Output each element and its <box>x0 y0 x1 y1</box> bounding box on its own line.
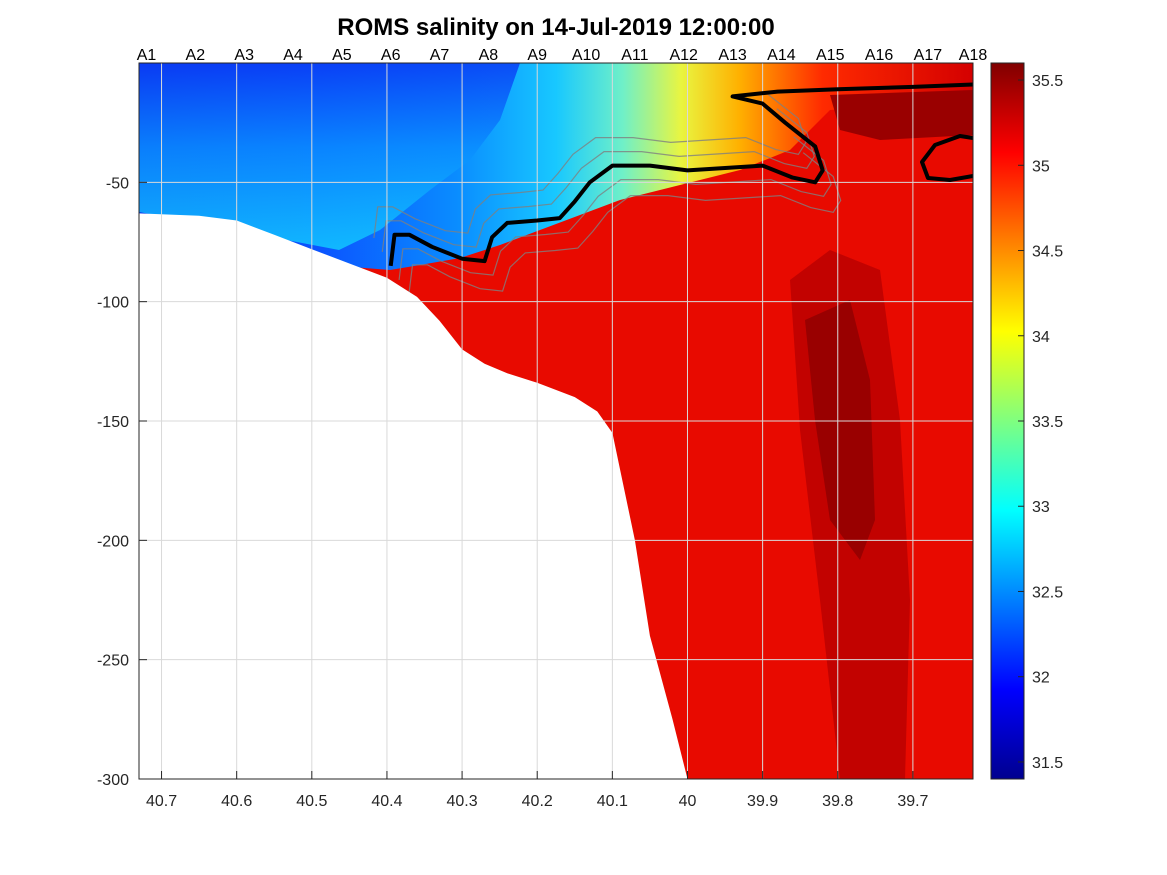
y-tick-label-2: -150 <box>97 414 129 431</box>
minor-contour-0 <box>373 94 807 238</box>
warm-lens <box>830 90 973 140</box>
colorbar-ticks: 31.5 32 32.5 33 33.5 34 34.5 35 35.5 <box>1018 73 1063 772</box>
shelf-layer <box>139 63 520 250</box>
colorbar-tick-label-8: 35.5 <box>1032 73 1063 90</box>
x-tick-label-2: 40.5 <box>296 793 327 810</box>
station-label-A7: A7 <box>430 47 450 64</box>
x-tick-label-1: 40.6 <box>221 793 252 810</box>
station-label-A3: A3 <box>234 47 254 64</box>
station-label-A18: A18 <box>959 47 988 64</box>
colorbar-tick-label-1: 32 <box>1032 670 1050 687</box>
station-label-A17: A17 <box>914 47 943 64</box>
x-tick-label-3: 40.4 <box>371 793 402 810</box>
colorbar-tick-label-4: 33.5 <box>1032 414 1063 431</box>
y-tick-label-4: -250 <box>97 653 129 670</box>
y-tick-label-1: -100 <box>97 295 129 312</box>
minor-contour-3 <box>408 152 842 296</box>
colorbar-tick-label-3: 33 <box>1032 499 1050 516</box>
salinity-34-isoline <box>388 82 973 267</box>
station-label-A1: A1 <box>137 47 157 64</box>
bathymetry-mask <box>139 213 688 779</box>
x-tick-label-4: 40.3 <box>447 793 478 810</box>
colorbar-tick-label-7: 35 <box>1032 158 1050 175</box>
dark-core-mid <box>805 300 875 560</box>
chart-title: ROMS salinity on 14-Jul-2019 12:00:00 <box>337 14 775 41</box>
y-ticks: -50 -100 -150 -200 -250 -300 <box>97 175 147 789</box>
station-label-A9: A9 <box>527 47 547 64</box>
grid-lines <box>139 63 973 779</box>
salinity-34-isoline-right-lobe <box>920 134 973 182</box>
x-ticks: 40.7 40.6 40.5 40.4 40.3 40.2 40.1 40 39.9 39.8 39… <box>146 771 929 810</box>
colorbar: 31.5 32 32.5 33 33.5 34 34.5 35 35.5 <box>990 62 1063 780</box>
colorbar-tick-label-2: 32.5 <box>1032 584 1063 601</box>
x-tick-label-6: 40.1 <box>597 793 628 810</box>
x-tick-label-8: 39.9 <box>747 793 778 810</box>
station-label-A14: A14 <box>767 47 796 64</box>
station-label-A11: A11 <box>621 47 648 64</box>
colorbar-tick-label-0: 31.5 <box>1032 755 1063 772</box>
station-label-A13: A13 <box>718 47 747 64</box>
station-label-A4: A4 <box>283 47 303 64</box>
x-tick-label-10: 39.7 <box>897 793 928 810</box>
station-label-A2: A2 <box>186 47 206 64</box>
minor-contour-1 <box>381 108 815 252</box>
y-tick-label-0: -50 <box>106 175 129 192</box>
station-label-A15: A15 <box>816 47 845 64</box>
x-tick-label-9: 39.8 <box>822 793 853 810</box>
minor-contours <box>373 94 842 296</box>
x-tick-label-7: 40 <box>679 793 697 810</box>
station-label-A10: A10 <box>572 47 601 64</box>
station-label-A5: A5 <box>332 47 352 64</box>
minor-contour-2 <box>398 136 832 280</box>
y-tick-label-5: -300 <box>97 772 129 789</box>
y-tick-label-3: -200 <box>97 533 129 550</box>
colorbar-tick-label-5: 34 <box>1032 329 1050 346</box>
x-tick-label-0: 40.7 <box>146 793 177 810</box>
station-label-A16: A16 <box>865 47 894 64</box>
plot-area <box>139 63 973 779</box>
station-label-A6: A6 <box>381 47 401 64</box>
station-label-A12: A12 <box>669 47 698 64</box>
x-tick-label-5: 40.2 <box>522 793 553 810</box>
colorbar-tick-label-6: 34.5 <box>1032 244 1063 261</box>
station-label-A8: A8 <box>479 47 499 64</box>
station-labels: A1 A2 A3 A4 A5 A6 A7 A8 A9 A10 A11 A12 A13 A14 A15 A16 A… <box>137 47 988 64</box>
